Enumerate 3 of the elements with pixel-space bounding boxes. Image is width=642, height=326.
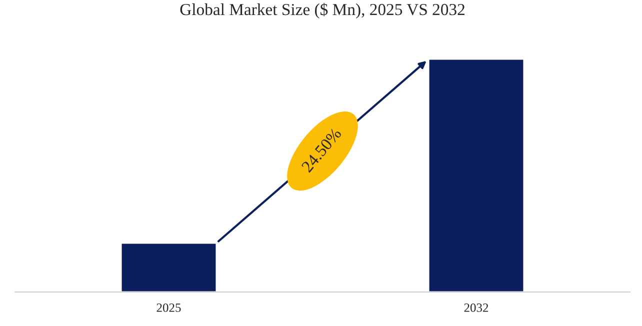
x-tick-label: 2032: [464, 303, 488, 312]
x-tick-label: 2025: [156, 303, 181, 312]
chart-title: Global Market Size ($ Mn), 2025 VS 2032: [180, 2, 464, 19]
